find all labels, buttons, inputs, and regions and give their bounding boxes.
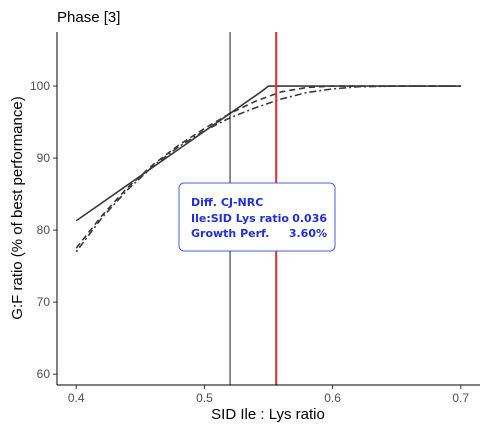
x-tick-label: 0.4 xyxy=(68,391,85,405)
y-tick-label: 90 xyxy=(37,151,51,165)
series-line-dashed xyxy=(75,85,461,249)
chart-title: Phase [3] xyxy=(57,9,120,26)
annotation-box: Diff. CJ-NRC Ile:SID Lys ratio 0.036 Gro… xyxy=(178,182,336,252)
annotation-border xyxy=(178,182,336,252)
x-tick-label: 0.5 xyxy=(196,391,213,405)
y-tick-label: 60 xyxy=(37,367,51,381)
x-axis-ticks: 0.4 0.5 0.6 0.7 xyxy=(68,385,469,405)
annotation-row-value-1: 0.036 xyxy=(292,212,327,225)
annotation-header: Diff. CJ-NRC xyxy=(191,196,263,209)
annotation-row-label-1: Ile:SID Lys ratio xyxy=(191,212,289,225)
y-axis-ticks: 60 70 80 90 100 xyxy=(30,79,57,381)
annotation-row-label-2: Growth Perf. xyxy=(191,227,269,240)
y-tick-label: 80 xyxy=(37,223,51,237)
y-axis-title: G:F ratio (% of best performance) xyxy=(9,96,26,319)
x-tick-label: 0.7 xyxy=(452,391,469,405)
plot-lines xyxy=(75,85,461,253)
annotation-row-value-2: 3.60% xyxy=(289,227,327,240)
x-tick-label: 0.6 xyxy=(324,391,341,405)
y-tick-label: 100 xyxy=(30,79,50,93)
series-line-dotdash xyxy=(75,85,461,253)
y-tick-label: 70 xyxy=(37,295,51,309)
x-axis-title: SID Ile : Lys ratio xyxy=(211,406,325,423)
series-line-solid xyxy=(75,85,461,222)
